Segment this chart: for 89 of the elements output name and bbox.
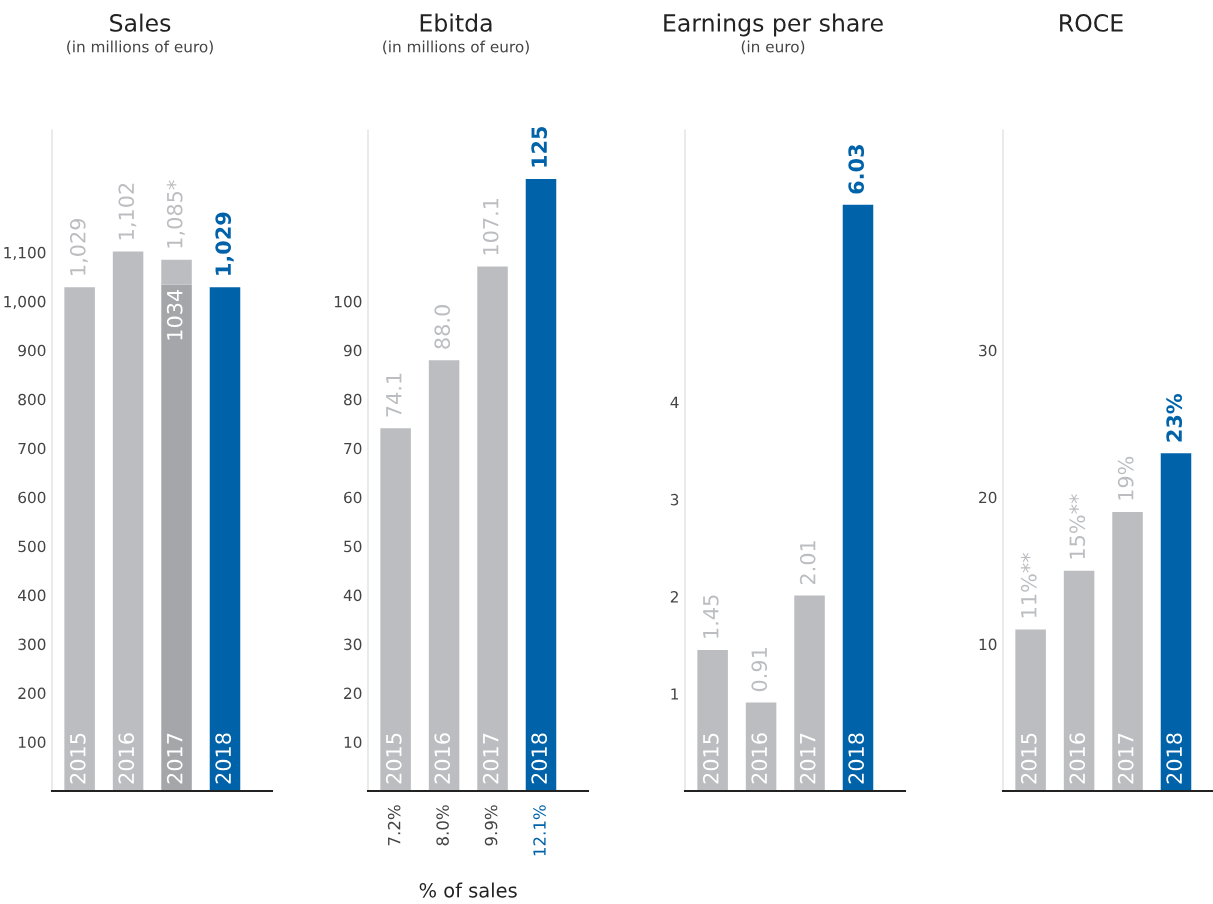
bar [794,595,825,791]
x-tick-label: 2015 [69,733,86,784]
text: 8.0% [436,805,449,846]
chart-title: Earnings per share [664,13,883,37]
y-tick-label: 100 [18,736,46,749]
data-label: 1034 [166,289,183,340]
x-tick-label: 2016 [751,733,768,784]
y-tick-label: 40 [343,589,362,602]
data-label: 23% [1166,393,1183,442]
data-label: 125 [531,126,548,167]
data-label: 74.1 [386,373,402,417]
data-label: 2.01 [799,541,816,585]
data-label: 6.03 [848,145,865,194]
y-tick-label: 30 [979,344,997,357]
bar [1112,511,1143,791]
y-tick-label: 900 [18,344,46,357]
x-tick-label: 2018 [215,733,232,784]
y-tick-label: 200 [18,687,46,700]
x-axis-title: % of sales [419,882,517,898]
bar [112,251,144,791]
x-tick-label: 2016 [1069,733,1086,784]
y-tick-label: 400 [18,589,46,602]
bar [428,360,460,791]
x-tick-label: 2018 [531,733,548,784]
chart-subtitle: (in euro) [741,40,805,55]
y-tick-label: 10 [344,736,362,749]
chart-title: Ebitda [420,13,492,32]
y-tick-label: 800 [18,393,46,406]
chart-subtitle: (in millions of euro) [383,40,529,55]
total-label: 1,085* [166,180,185,248]
chart-title: Sales [110,13,171,32]
bar [1063,570,1095,791]
x-tick-label: 2018 [1166,733,1183,784]
y-tick-label: 600 [18,491,46,504]
data-label: 11%** [1020,552,1037,618]
y-tick-label: 1 [671,688,679,700]
data-label: 19% [1117,456,1134,500]
x-tick-label: 2017 [482,733,499,784]
chart-subtitle: (in millions of euro) [67,40,213,55]
bar [697,650,728,791]
bar [1160,453,1192,791]
data-label: 1.45 [703,595,719,638]
data-label: 15%** [1069,494,1086,559]
y-tick-label: 20 [344,687,362,700]
bar [477,266,508,791]
chart-title: ROCE [1060,13,1123,32]
x-tick-label: 2018 [848,733,865,784]
x-tick-label: 2015 [1020,733,1037,784]
y-tick-label: 60 [344,491,362,504]
data-label: 88.0 [434,305,451,349]
total-label: 1,029 [69,218,88,275]
y-tick-label: 70 [344,442,362,455]
y-tick-label: 1,100 [4,246,46,260]
bar [161,284,192,791]
total-label: 1,102 [118,183,137,240]
y-tick-label: 300 [18,638,46,651]
bar [209,287,241,791]
x-tick-label: 2015 [702,733,719,784]
bar [842,204,874,791]
y-tick-label: 30 [344,638,362,651]
y-tick-label: 90 [343,344,362,357]
y-tick-label: 700 [18,442,46,455]
x-tick-label: 2017 [166,733,183,784]
x-tick-label: 2017 [799,733,816,784]
y-tick-label: 4 [670,396,679,408]
x-tick-label: 2017 [1117,733,1134,784]
y-tick-label: 20 [979,491,997,504]
bar [1015,629,1046,791]
bar [380,428,411,791]
y-tick-label: 100 [334,295,362,308]
bar [525,178,557,791]
x-tick-label: 2015 [385,733,402,784]
text: 7.2% [387,805,401,846]
text: 12.1% [533,805,546,856]
y-tick-label: 50 [344,540,362,553]
x-tick-label: 2016 [118,733,135,784]
y-tick-label: 10 [979,638,997,651]
y-tick-label: 3 [670,493,679,506]
y-tick-label: 80 [344,393,362,406]
bar [161,259,192,285]
y-tick-label: 2 [670,591,678,603]
y-tick-label: 1,000 [4,295,46,309]
y-tick-label: 500 [18,540,46,553]
data-label: 107.1 [482,198,499,255]
text: 9.9% [484,805,498,846]
bar [64,287,95,791]
total-label: 1,029 [215,212,234,275]
data-label: 0.91 [751,648,768,692]
x-tick-label: 2016 [434,733,451,784]
